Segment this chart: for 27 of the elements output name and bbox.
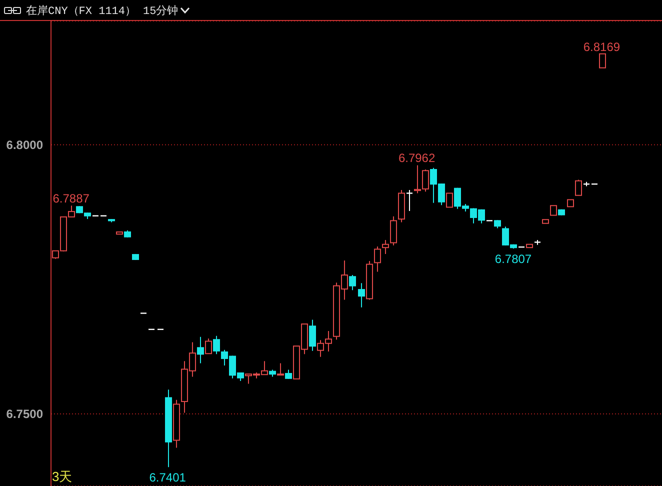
candlestick <box>446 192 453 208</box>
annotation: 6.7887 <box>52 192 90 206</box>
candlestick <box>197 336 204 364</box>
candlestick <box>542 219 549 224</box>
candlestick <box>366 260 373 300</box>
candlestick <box>382 240 389 255</box>
annotation: 6.7807 <box>494 252 532 266</box>
chart-title: 在岸CNY（FX 1114） <box>26 4 136 18</box>
candlestick <box>550 205 557 216</box>
y-tick-label: 6.7500 <box>6 407 44 422</box>
candlestick <box>567 199 574 208</box>
annotation: 6.8169 <box>583 40 620 54</box>
candlestick <box>526 244 533 248</box>
candlestick <box>309 319 316 352</box>
y-tick-label: 6.8000 <box>6 138 44 152</box>
candlestick <box>406 189 414 212</box>
annotation: 6.7962 <box>398 151 436 166</box>
candlestick <box>116 231 123 235</box>
annotation: 3天 <box>52 469 72 485</box>
annotation: 6.7401 <box>149 470 186 485</box>
candlestick <box>285 369 292 380</box>
candlestick <box>277 362 284 376</box>
candlestick <box>349 274 356 291</box>
candlestick <box>358 282 365 308</box>
candlestick <box>213 335 220 355</box>
chart-subtitle: 15分钟 <box>143 4 178 18</box>
candlestick <box>599 53 606 68</box>
